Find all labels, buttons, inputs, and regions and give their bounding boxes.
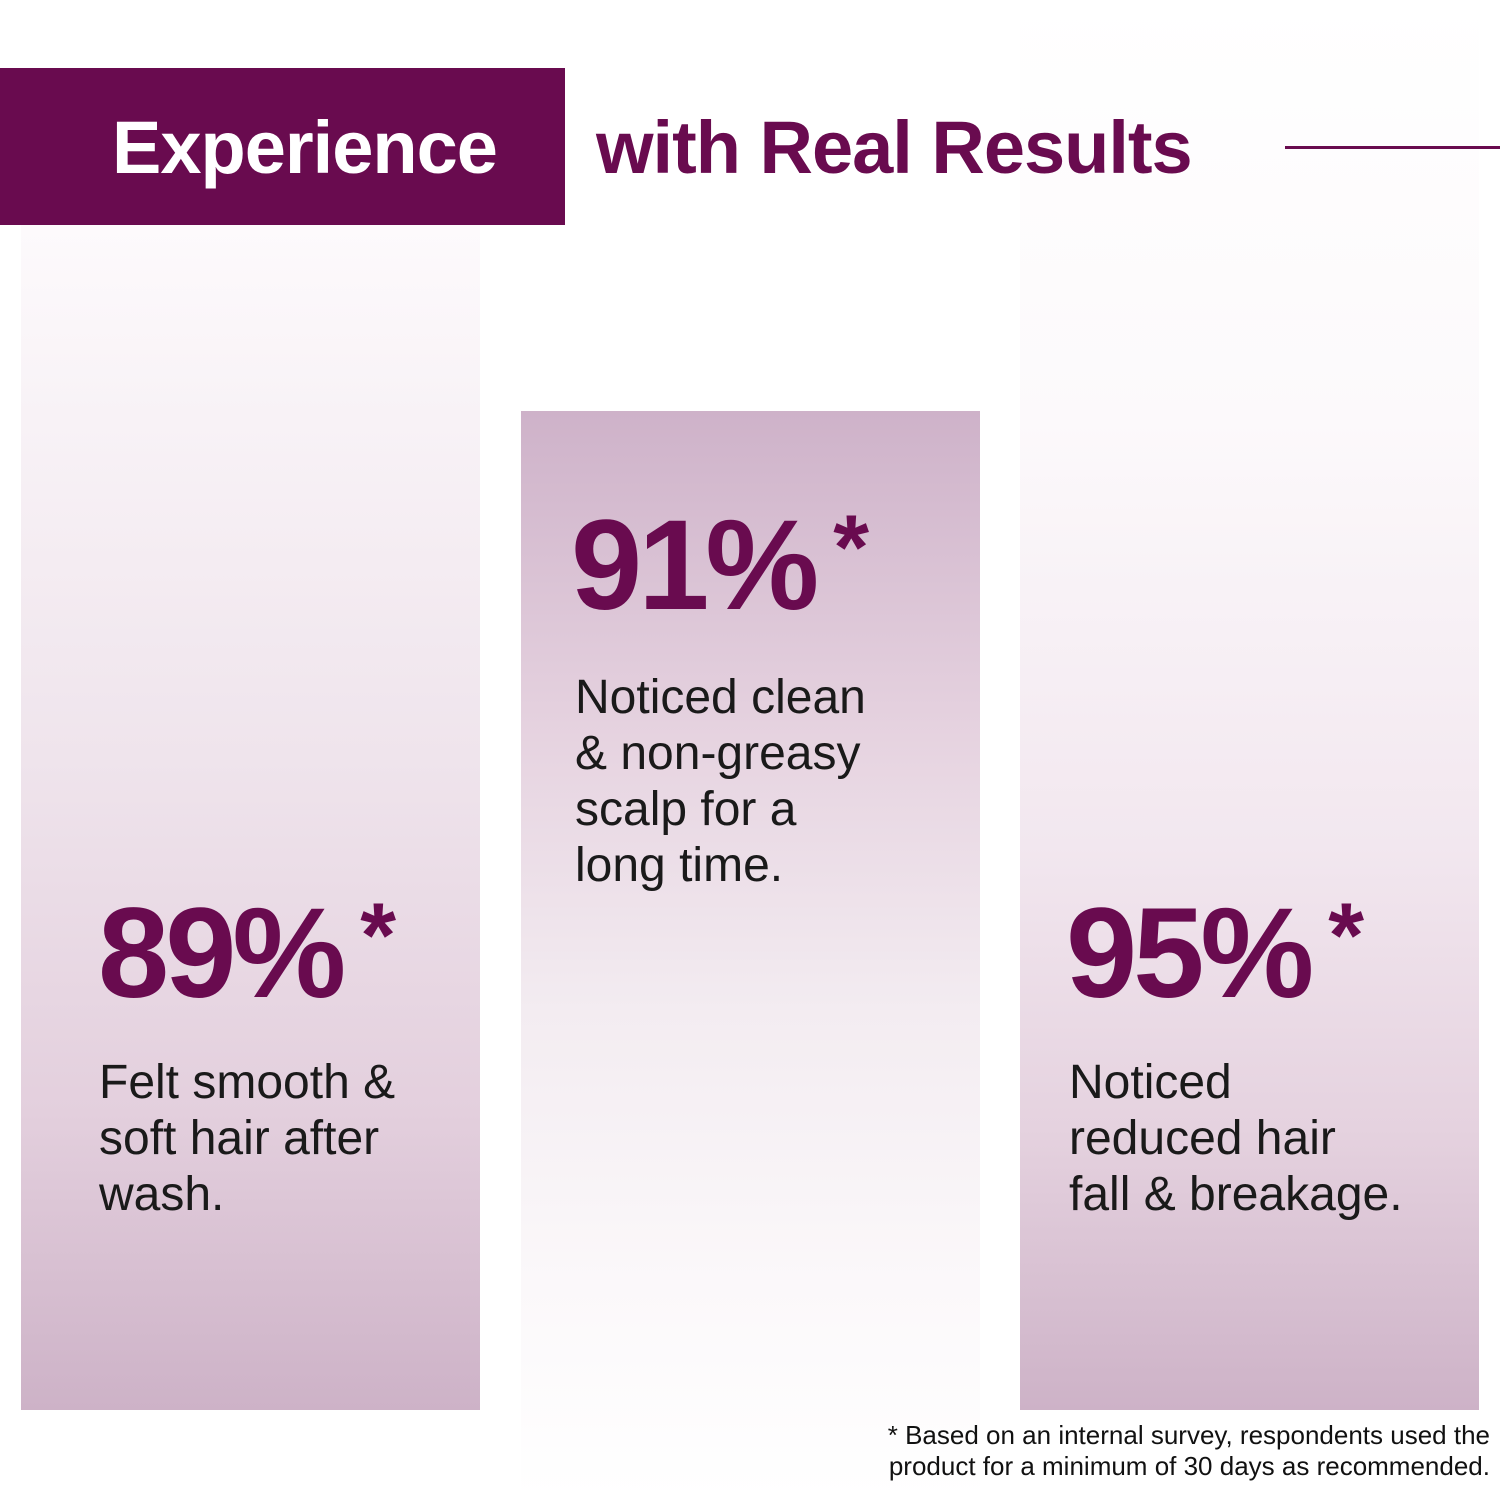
- asterisk-marker: *: [1328, 885, 1364, 987]
- stat-value: 95%: [1066, 882, 1314, 1025]
- stat-percentage-3: 95% *: [1066, 890, 1364, 1018]
- stat-column-left: [21, 225, 480, 1410]
- title-divider: [1285, 146, 1500, 149]
- stat-column-middle: [521, 411, 980, 1500]
- stat-value: 91%: [571, 494, 819, 637]
- stat-description-1: Felt smooth & soft hair after wash.: [99, 1056, 396, 1221]
- title-rest: with Real Results: [596, 106, 1193, 189]
- title-highlight: Experience: [112, 106, 498, 189]
- stat-value: 89%: [98, 882, 346, 1025]
- asterisk-marker: *: [833, 497, 869, 599]
- stat-description-3: Noticed reduced hair fall & breakage.: [1069, 1056, 1403, 1221]
- stat-percentage-1: 89% *: [98, 890, 396, 1018]
- asterisk-marker: *: [360, 885, 396, 987]
- stat-column-right: [1020, 0, 1479, 1410]
- stat-percentage-2: 91% *: [571, 502, 869, 630]
- survey-footnote: * Based on an internal survey, responden…: [887, 1420, 1490, 1481]
- stat-description-2: Noticed clean & non-greasy scalp for a l…: [575, 671, 866, 892]
- title-highlight-box: [0, 68, 565, 225]
